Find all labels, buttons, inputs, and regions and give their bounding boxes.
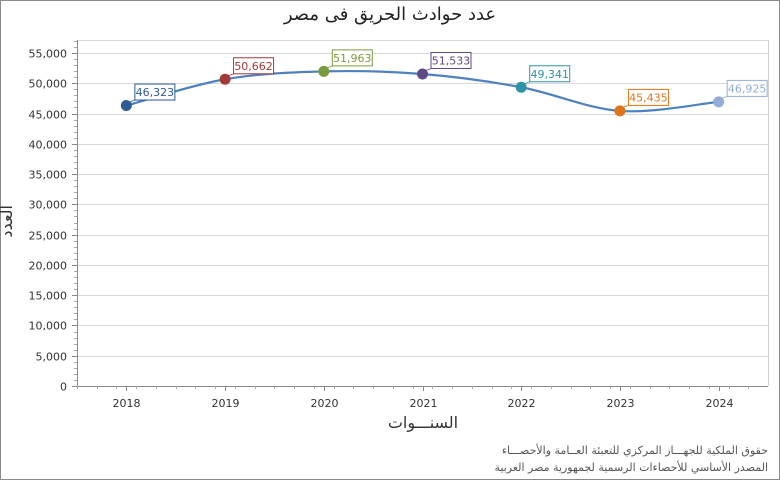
data-point[interactable] [713, 96, 725, 108]
x-tick-label: 2018 [113, 397, 141, 410]
copyright-note: حقوق الملكية للجهـــاز المركزي للتعبئة ا… [501, 444, 768, 457]
data-label-box [430, 51, 472, 69]
data-point[interactable] [318, 65, 330, 77]
x-tick-label: 2019 [212, 397, 240, 410]
y-tick-label: 30,000 [29, 199, 68, 212]
data-label: 51,963 [333, 52, 372, 65]
y-tick-label: 40,000 [29, 139, 68, 152]
data-label: 46,323 [136, 86, 175, 99]
data-label: 49,341 [530, 68, 569, 81]
data-point[interactable] [120, 100, 132, 112]
y-tick-label: 55,000 [29, 48, 68, 61]
y-tick-label: 50,000 [29, 78, 68, 91]
y-tick-label: 20,000 [29, 260, 68, 273]
data-point[interactable] [417, 68, 428, 80]
source-note: المصدر الأساسي للأحصاءات الرسمية لجمهوري… [494, 461, 768, 474]
x-tick-label: 2020 [311, 397, 339, 410]
data-label-box [233, 57, 275, 75]
x-tick-label: 2023 [607, 397, 635, 410]
data-label-box [134, 83, 176, 101]
data-label-box [331, 49, 373, 67]
y-tick-label: 10,000 [29, 320, 68, 333]
data-point[interactable] [515, 81, 527, 93]
y-tick-label: 35,000 [29, 169, 68, 182]
x-axis-title: السنـــوات [387, 413, 459, 432]
data-label: 50,662 [234, 60, 273, 73]
y-tick-label: 25,000 [29, 230, 68, 243]
y-tick-label: 0 [60, 381, 67, 394]
x-tick-label: 2021 [410, 397, 438, 410]
data-label-box [529, 65, 571, 83]
data-point[interactable] [219, 73, 231, 85]
x-tick-label: 2022 [508, 397, 536, 410]
chart-title: عدد حوادث الحريق فى مصر [283, 4, 497, 25]
data-label: 46,925 [728, 82, 767, 95]
data-label: 51,533 [432, 54, 471, 67]
data-point[interactable] [614, 105, 626, 117]
y-tick-label: 15,000 [29, 290, 68, 303]
y-tick-label: 5,000 [36, 351, 68, 364]
x-tick-label: 2024 [706, 397, 734, 410]
data-label-box [627, 88, 669, 106]
data-label: 45,435 [629, 91, 668, 104]
y-tick-label: 45,000 [29, 109, 68, 122]
data-label-box [726, 79, 768, 97]
